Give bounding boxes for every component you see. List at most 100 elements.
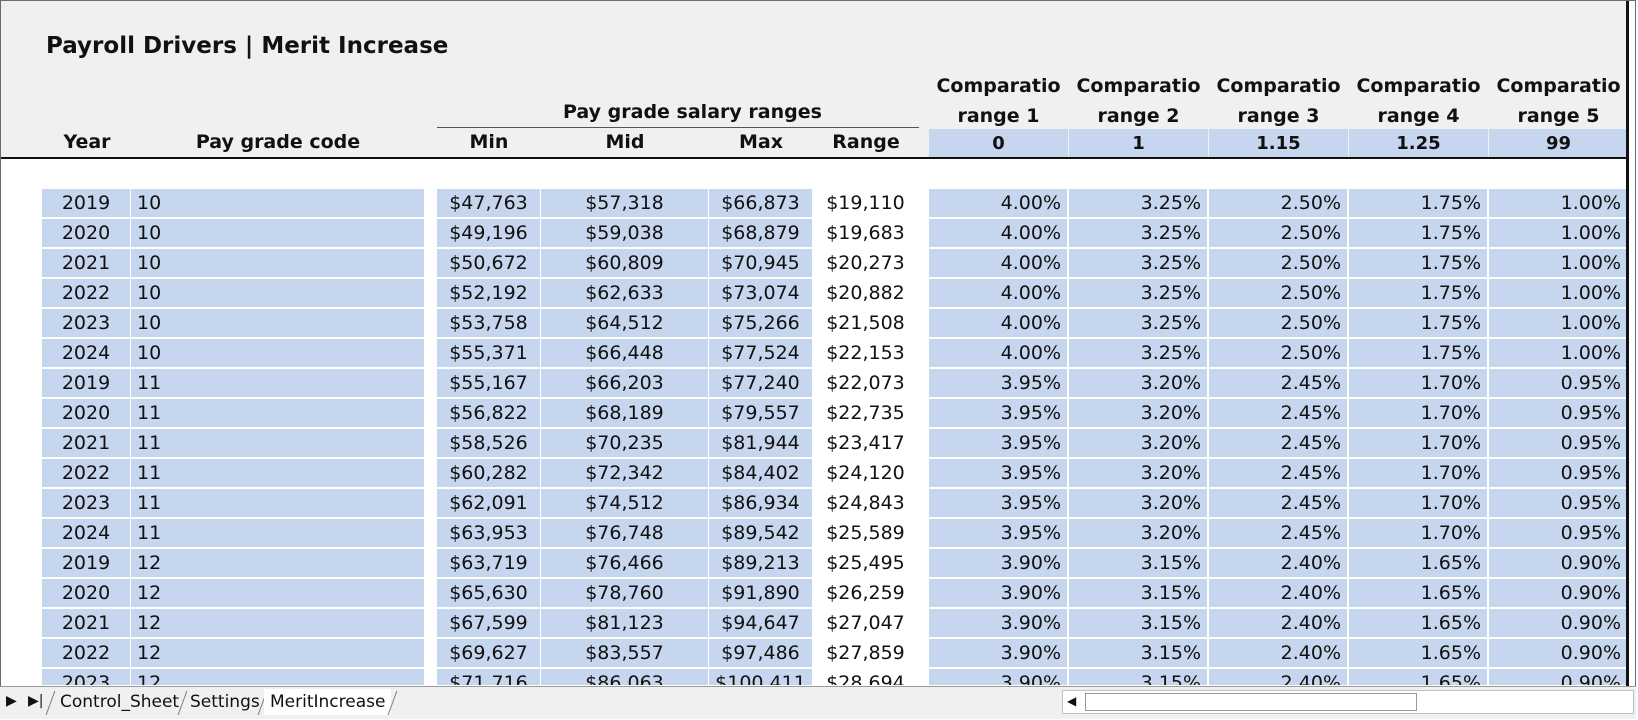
cell-min[interactable]: $56,822	[437, 399, 540, 427]
cell-c2[interactable]: 3.25%	[1069, 279, 1207, 307]
cell-c4[interactable]: 1.70%	[1349, 519, 1487, 547]
cell-c1[interactable]: 3.90%	[929, 549, 1067, 577]
cell-c3[interactable]: 2.40%	[1209, 579, 1347, 607]
cell-code[interactable]: 11	[131, 489, 424, 517]
cell-c1[interactable]: 4.00%	[929, 279, 1067, 307]
cell-c1[interactable]: 4.00%	[929, 219, 1067, 247]
cell-max[interactable]: $91,890	[709, 579, 812, 607]
scroll-left-icon[interactable]: ◀	[1067, 694, 1077, 708]
cell-c2[interactable]: 3.25%	[1069, 249, 1207, 277]
cell-c1[interactable]: 4.00%	[929, 339, 1067, 367]
cell-c2[interactable]: 3.20%	[1069, 369, 1207, 397]
cell-c3[interactable]: 2.50%	[1209, 339, 1347, 367]
comparatio-threshold-3[interactable]: 1.15	[1209, 129, 1348, 158]
cell-min[interactable]: $53,758	[437, 309, 540, 337]
cell-c4[interactable]: 1.75%	[1349, 339, 1487, 367]
cell-min[interactable]: $65,630	[437, 579, 540, 607]
cell-mid[interactable]: $83,557	[541, 639, 708, 667]
cell-mid[interactable]: $78,760	[541, 579, 708, 607]
cell-max[interactable]: $89,213	[709, 549, 812, 577]
cell-mid[interactable]: $68,189	[541, 399, 708, 427]
cell-code[interactable]: 11	[131, 459, 424, 487]
cell-min[interactable]: $50,672	[437, 249, 540, 277]
cell-c1[interactable]: 3.95%	[929, 369, 1067, 397]
cell-c3[interactable]: 2.50%	[1209, 279, 1347, 307]
cell-code[interactable]: 10	[131, 279, 424, 307]
cell-mid[interactable]: $74,512	[541, 489, 708, 517]
cell-c1[interactable]: 4.00%	[929, 249, 1067, 277]
cell-range[interactable]: $21,508	[813, 309, 918, 337]
cell-min[interactable]: $71,716	[437, 669, 540, 685]
cell-c1[interactable]: 3.95%	[929, 399, 1067, 427]
cell-c4[interactable]: 1.75%	[1349, 309, 1487, 337]
cell-range[interactable]: $19,683	[813, 219, 918, 247]
cell-c5[interactable]: 1.00%	[1489, 219, 1627, 247]
cell-c1[interactable]: 3.90%	[929, 639, 1067, 667]
cell-c4[interactable]: 1.75%	[1349, 279, 1487, 307]
cell-c5[interactable]: 0.95%	[1489, 519, 1627, 547]
cell-min[interactable]: $49,196	[437, 219, 540, 247]
cell-c3[interactable]: 2.50%	[1209, 309, 1347, 337]
cell-c2[interactable]: 3.25%	[1069, 339, 1207, 367]
cell-mid[interactable]: $62,633	[541, 279, 708, 307]
cell-code[interactable]: 10	[131, 249, 424, 277]
cell-max[interactable]: $94,647	[709, 609, 812, 637]
cell-c3[interactable]: 2.45%	[1209, 519, 1347, 547]
cell-code[interactable]: 11	[131, 519, 424, 547]
cell-range[interactable]: $22,073	[813, 369, 918, 397]
cell-c4[interactable]: 1.65%	[1349, 639, 1487, 667]
cell-c4[interactable]: 1.75%	[1349, 219, 1487, 247]
cell-c3[interactable]: 2.40%	[1209, 609, 1347, 637]
tab-scroll-next-icon[interactable]: ▶	[6, 693, 17, 709]
scrollbar-thumb[interactable]	[1085, 693, 1417, 711]
cell-c2[interactable]: 3.25%	[1069, 189, 1207, 217]
cell-c1[interactable]: 3.90%	[929, 609, 1067, 637]
cell-c2[interactable]: 3.20%	[1069, 519, 1207, 547]
tab-settings[interactable]: Settings	[190, 692, 260, 712]
cell-mid[interactable]: $66,203	[541, 369, 708, 397]
cell-max[interactable]: $84,402	[709, 459, 812, 487]
cell-c3[interactable]: 2.40%	[1209, 669, 1347, 685]
cell-max[interactable]: $77,524	[709, 339, 812, 367]
cell-range[interactable]: $28,694	[813, 669, 918, 685]
cell-max[interactable]: $68,879	[709, 219, 812, 247]
cell-c3[interactable]: 2.50%	[1209, 189, 1347, 217]
cell-code[interactable]: 12	[131, 609, 424, 637]
cell-year[interactable]: 2024	[42, 519, 130, 547]
cell-c3[interactable]: 2.40%	[1209, 639, 1347, 667]
comparatio-threshold-2[interactable]: 1	[1069, 129, 1208, 158]
cell-c2[interactable]: 3.15%	[1069, 669, 1207, 685]
cell-c1[interactable]: 3.90%	[929, 579, 1067, 607]
cell-c4[interactable]: 1.70%	[1349, 489, 1487, 517]
cell-min[interactable]: $63,719	[437, 549, 540, 577]
cell-min[interactable]: $55,167	[437, 369, 540, 397]
cell-code[interactable]: 10	[131, 189, 424, 217]
cell-min[interactable]: $60,282	[437, 459, 540, 487]
cell-mid[interactable]: $60,809	[541, 249, 708, 277]
cell-c2[interactable]: 3.15%	[1069, 579, 1207, 607]
cell-year[interactable]: 2022	[42, 639, 130, 667]
cell-mid[interactable]: $57,318	[541, 189, 708, 217]
cell-max[interactable]: $77,240	[709, 369, 812, 397]
cell-c5[interactable]: 1.00%	[1489, 339, 1627, 367]
cell-mid[interactable]: $72,342	[541, 459, 708, 487]
cell-range[interactable]: $22,153	[813, 339, 918, 367]
cell-min[interactable]: $63,953	[437, 519, 540, 547]
cell-year[interactable]: 2020	[42, 579, 130, 607]
cell-c5[interactable]: 0.90%	[1489, 609, 1627, 637]
cell-c3[interactable]: 2.45%	[1209, 489, 1347, 517]
cell-c1[interactable]: 3.95%	[929, 459, 1067, 487]
cell-range[interactable]: $19,110	[813, 189, 918, 217]
cell-min[interactable]: $62,091	[437, 489, 540, 517]
cell-c2[interactable]: 3.15%	[1069, 549, 1207, 577]
tab-merit-increase[interactable]: MeritIncrease	[264, 689, 392, 715]
tab-control-sheet[interactable]: Control_Sheet	[60, 692, 180, 712]
cell-range[interactable]: $22,735	[813, 399, 918, 427]
cell-year[interactable]: 2023	[42, 669, 130, 685]
cell-c5[interactable]: 0.95%	[1489, 489, 1627, 517]
cell-c2[interactable]: 3.25%	[1069, 309, 1207, 337]
comparatio-threshold-1[interactable]: 0	[929, 129, 1068, 158]
cell-year[interactable]: 2024	[42, 339, 130, 367]
cell-c5[interactable]: 0.90%	[1489, 579, 1627, 607]
cell-c1[interactable]: 3.95%	[929, 519, 1067, 547]
